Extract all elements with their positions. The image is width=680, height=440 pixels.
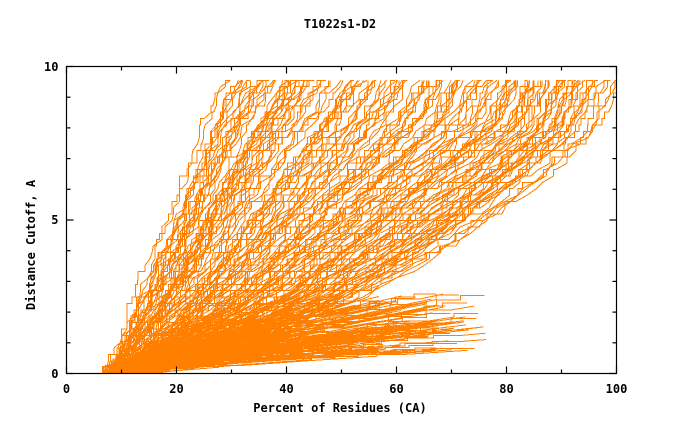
data-curve: [116, 79, 352, 374]
data-curve: [128, 80, 425, 374]
data-curve: [147, 80, 561, 374]
data-curve: [127, 79, 396, 374]
y-axis-label: Distance Cutoff, A: [24, 179, 38, 310]
data-curve: [147, 80, 534, 374]
data-curve: [141, 79, 518, 374]
data-curves-layer: [101, 79, 617, 374]
data-curve: [157, 79, 586, 374]
data-curve: [141, 79, 494, 374]
data-curve: [124, 79, 376, 374]
data-curve: [133, 80, 499, 374]
data-curve: [143, 347, 437, 374]
data-curve: [104, 79, 259, 374]
data-curve: [149, 80, 547, 374]
data-curve: [152, 80, 564, 374]
data-curve: [150, 349, 468, 374]
data-curve: [154, 80, 584, 374]
data-curve: [151, 80, 616, 374]
data-curve: [141, 80, 528, 374]
data-curve: [148, 347, 475, 374]
data-curve: [103, 80, 244, 374]
data-curve: [114, 79, 298, 374]
data-curve: [156, 79, 576, 374]
data-curve: [116, 80, 329, 374]
data-curve: [121, 80, 306, 374]
data-curve: [105, 80, 239, 374]
y-tick-label: 0: [51, 366, 59, 381]
data-curve: [158, 79, 596, 374]
data-curve: [107, 80, 267, 374]
data-curve: [125, 80, 398, 374]
x-tick-label: 80: [499, 381, 514, 396]
x-axis-label: Percent of Residues (CA): [253, 401, 427, 415]
data-curve: [142, 80, 530, 374]
data-curve: [109, 80, 243, 374]
data-curve: [128, 80, 404, 374]
x-tick-label: 20: [169, 381, 184, 396]
data-curve: [131, 79, 474, 374]
x-tick-label: 100: [605, 381, 628, 396]
x-tick-label: 0: [62, 381, 71, 396]
chart-title: T1022s1-D2: [303, 17, 377, 31]
data-curve: [150, 79, 547, 374]
y-tick-label: 5: [51, 213, 59, 227]
data-curve: [102, 79, 231, 374]
data-curve: [118, 80, 309, 374]
data-curve: [152, 79, 566, 374]
data-curve: [125, 80, 359, 374]
data-curve: [117, 80, 331, 374]
x-tick-label: 60: [389, 381, 404, 396]
data-curve: [158, 79, 611, 374]
y-tick-label: 10: [44, 59, 59, 74]
data-curve: [159, 80, 617, 374]
data-curve: [150, 80, 563, 374]
data-curve: [134, 79, 443, 374]
data-curve: [135, 80, 487, 374]
data-curve: [117, 79, 308, 374]
data-curve: [125, 79, 398, 374]
data-curve: [111, 80, 290, 374]
axes-layer: [65, 65, 618, 375]
data-curve: [156, 79, 617, 374]
data-curve: [118, 79, 342, 374]
data-curve: [115, 79, 275, 374]
data-curve: [128, 79, 407, 374]
x-tick-label: 40: [279, 381, 294, 396]
data-curve: [128, 80, 430, 374]
data-curve: [131, 80, 442, 374]
data-curve: [130, 79, 437, 374]
